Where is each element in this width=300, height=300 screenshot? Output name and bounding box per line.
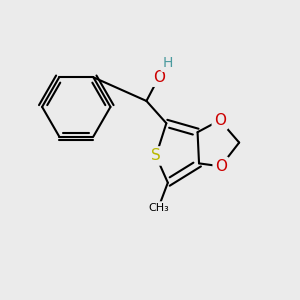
- Text: CH₃: CH₃: [148, 203, 169, 213]
- Text: S: S: [151, 148, 161, 164]
- Text: O: O: [214, 113, 226, 128]
- Text: H: H: [163, 56, 173, 70]
- Text: O: O: [215, 159, 227, 174]
- Text: O: O: [153, 70, 165, 85]
